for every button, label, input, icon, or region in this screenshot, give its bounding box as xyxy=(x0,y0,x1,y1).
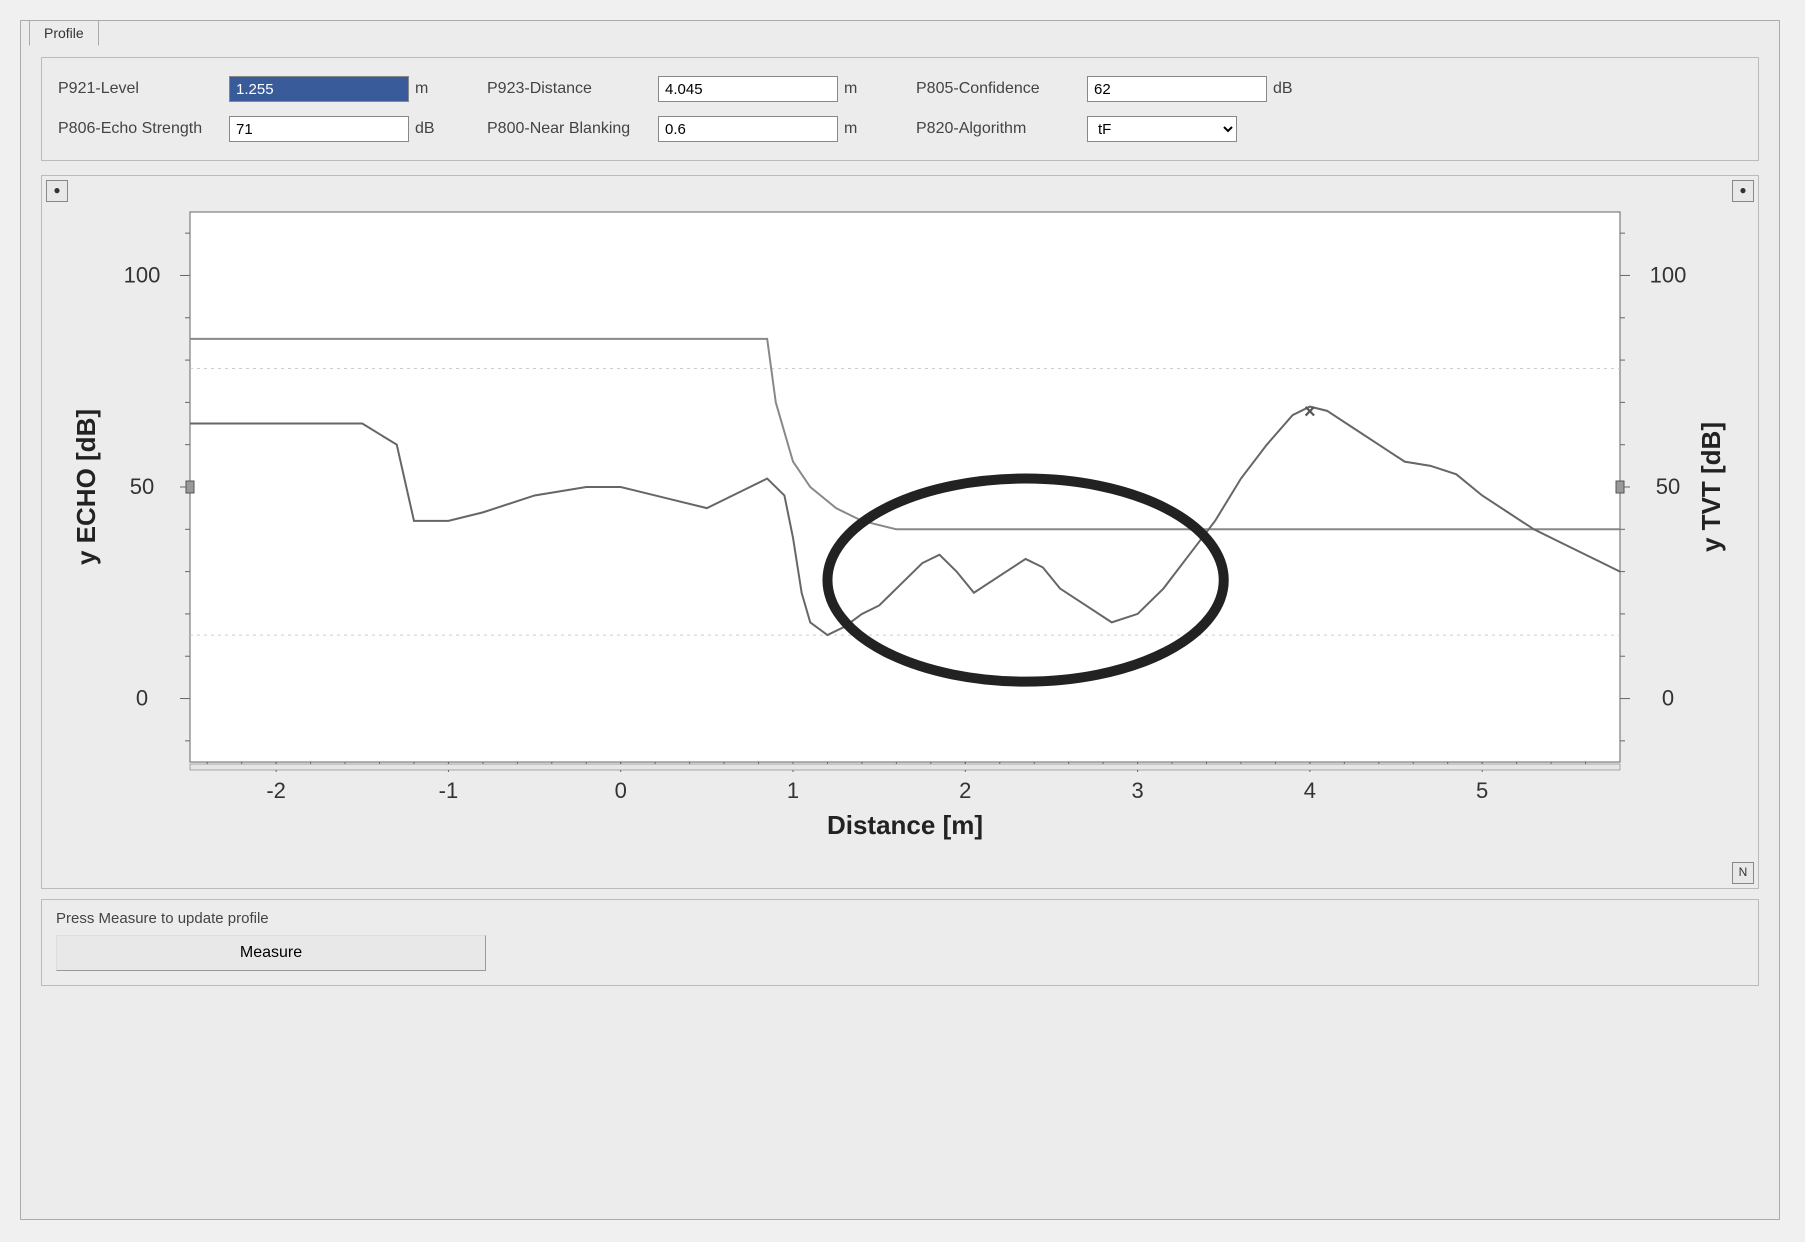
param-p805-confidence: P805-Confidence dB xyxy=(916,76,1297,102)
param-label: P923-Distance xyxy=(487,80,652,98)
measure-button[interactable]: Measure xyxy=(56,935,486,971)
chart-zoom-tr-button[interactable]: ● xyxy=(1732,180,1754,202)
param-p923-distance: P923-Distance m xyxy=(487,76,868,102)
svg-text:100: 100 xyxy=(124,262,161,287)
measure-box: Press Measure to update profile Measure xyxy=(41,899,1759,986)
parameters-box: P921-Level m P923-Distance m P805-Confid… xyxy=(41,57,1759,161)
svg-text:100: 100 xyxy=(1650,262,1687,287)
p800-near-blanking-input[interactable] xyxy=(658,116,838,142)
param-label: P921-Level xyxy=(58,80,223,98)
param-unit: dB xyxy=(415,120,439,138)
svg-text:0: 0 xyxy=(136,686,148,711)
svg-text:50: 50 xyxy=(130,474,154,499)
dot-icon: ● xyxy=(53,183,60,197)
p820-algorithm-select[interactable]: tF xyxy=(1087,116,1237,142)
svg-text:3: 3 xyxy=(1131,778,1143,803)
svg-text:2: 2 xyxy=(959,778,971,803)
tab-profile[interactable]: Profile xyxy=(29,20,99,46)
svg-text:-1: -1 xyxy=(439,778,459,803)
p923-distance-input[interactable] xyxy=(658,76,838,102)
param-label: P806-Echo Strength xyxy=(58,120,223,138)
p805-confidence-input[interactable] xyxy=(1087,76,1267,102)
svg-text:1: 1 xyxy=(787,778,799,803)
param-row-2: P806-Echo Strength dB P800-Near Blanking… xyxy=(58,116,1742,142)
param-p806-echo-strength: P806-Echo Strength dB xyxy=(58,116,439,142)
svg-text:5: 5 xyxy=(1476,778,1488,803)
param-unit: m xyxy=(844,80,868,98)
p921-level-input[interactable] xyxy=(229,76,409,102)
svg-text:4: 4 xyxy=(1304,778,1316,803)
chart-reset-button[interactable]: N xyxy=(1732,862,1754,884)
svg-text:Distance [m]: Distance [m] xyxy=(827,810,983,840)
svg-text:50: 50 xyxy=(1656,474,1680,499)
param-unit: m xyxy=(415,80,439,98)
svg-text:y ECHO [dB]: y ECHO [dB] xyxy=(71,409,101,565)
param-label: P800-Near Blanking xyxy=(487,120,652,138)
param-p921-level: P921-Level m xyxy=(58,76,439,102)
svg-text:×: × xyxy=(1304,401,1316,423)
param-label: P805-Confidence xyxy=(916,80,1081,98)
reset-icon: N xyxy=(1739,865,1748,879)
measure-hint: Press Measure to update profile xyxy=(56,910,1744,927)
chart-container: ● ● N 0 0 50 50 100 100 -2 -1 0 1 2 3 4 5 Distance [m]… xyxy=(41,175,1759,889)
param-label: P820-Algorithm xyxy=(916,120,1081,138)
echo-profile-chart: 0 0 50 50 100 100 -2 -1 0 1 2 3 4 5 Distance [m] y ECHO… xyxy=(50,182,1750,882)
param-row-1: P921-Level m P923-Distance m P805-Confid… xyxy=(58,76,1742,102)
chart-zoom-tl-button[interactable]: ● xyxy=(46,180,68,202)
tab-label: Profile xyxy=(44,25,84,41)
measure-button-label: Measure xyxy=(240,944,302,961)
svg-text:0: 0 xyxy=(1662,686,1674,711)
svg-text:-2: -2 xyxy=(266,778,286,803)
param-p820-algorithm: P820-Algorithm tF xyxy=(916,116,1237,142)
p806-echo-strength-input[interactable] xyxy=(229,116,409,142)
dot-icon: ● xyxy=(1739,183,1746,197)
svg-text:0: 0 xyxy=(615,778,627,803)
svg-text:y TVT [dB]: y TVT [dB] xyxy=(1696,422,1726,552)
param-unit: dB xyxy=(1273,80,1297,98)
param-unit: m xyxy=(844,120,868,138)
param-p800-near-blanking: P800-Near Blanking m xyxy=(487,116,868,142)
profile-panel: Profile P921-Level m P923-Distance m P80… xyxy=(20,20,1780,1220)
